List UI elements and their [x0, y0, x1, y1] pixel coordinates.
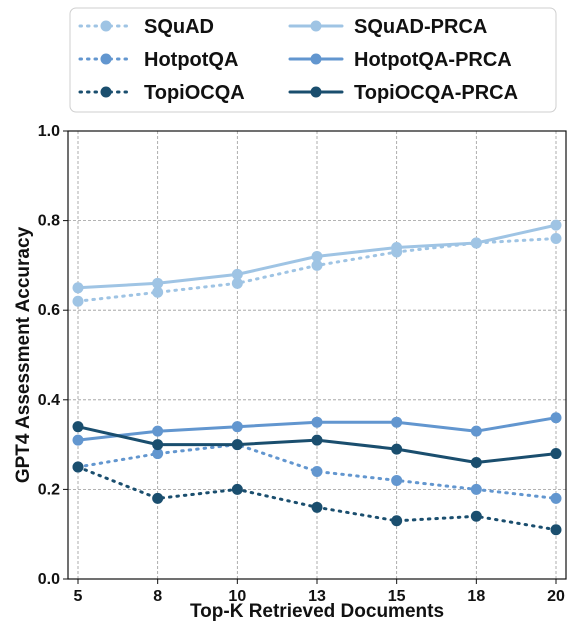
data-point — [550, 412, 562, 424]
data-point — [72, 434, 84, 446]
legend-marker — [100, 20, 112, 32]
x-tick-label: 20 — [547, 588, 565, 605]
data-point — [231, 439, 243, 451]
data-point — [72, 295, 84, 307]
x-tick-label: 13 — [308, 588, 326, 605]
legend-marker — [310, 53, 322, 65]
y-tick-label: 0.2 — [38, 481, 60, 498]
legend-label: HotpotQA-PRCA — [354, 49, 512, 71]
legend-item: HotpotQA — [78, 49, 238, 71]
data-point — [311, 259, 323, 271]
series-layer — [72, 219, 562, 536]
data-point — [231, 277, 243, 289]
legend-marker — [310, 20, 322, 32]
data-point — [152, 448, 164, 460]
data-point — [152, 492, 164, 504]
x-tick-label: 18 — [467, 588, 485, 605]
x-tick-label: 15 — [388, 588, 406, 605]
x-axis-label: Top-K Retrieved Documents — [190, 601, 444, 622]
x-tick-label: 5 — [74, 588, 83, 605]
legend-label: HotpotQA — [144, 49, 238, 71]
legend-item: HotpotQA-PRCA — [288, 49, 512, 71]
data-point — [311, 250, 323, 262]
series-topiocqa — [72, 461, 562, 536]
data-point — [550, 233, 562, 245]
data-point — [311, 416, 323, 428]
legend-item: SQuAD — [78, 16, 214, 38]
x-axis-ticks: 5 8 10 13 15 18 20 — [74, 579, 565, 605]
data-point — [72, 282, 84, 294]
data-point — [470, 510, 482, 522]
data-point — [72, 461, 84, 473]
data-point — [311, 434, 323, 446]
legend-marker — [100, 86, 112, 98]
data-point — [311, 465, 323, 477]
legend-item: TopiOCQA-PRCA — [288, 82, 518, 104]
data-point — [391, 515, 403, 527]
legend-item: SQuAD-PRCA — [288, 16, 487, 38]
legend-label: SQuAD-PRCA — [354, 16, 487, 38]
data-point — [470, 425, 482, 437]
data-point — [470, 457, 482, 469]
series-squad-prca — [72, 219, 562, 294]
data-point — [550, 524, 562, 536]
legend-label: TopiOCQA — [144, 82, 245, 104]
y-tick-label: 1.0 — [38, 123, 60, 140]
y-axis-ticks: 0.0 0.2 0.4 0.6 0.8 1.0 — [38, 123, 68, 588]
y-axis-label: GPT4 Assessment Accuracy — [13, 226, 34, 483]
data-point — [391, 416, 403, 428]
data-point — [152, 425, 164, 437]
x-tick-label: 10 — [228, 588, 246, 605]
series-topiocqa-prca — [72, 421, 562, 469]
legend-label: TopiOCQA-PRCA — [354, 82, 518, 104]
data-point — [152, 439, 164, 451]
data-point — [391, 443, 403, 455]
data-point — [550, 448, 562, 460]
data-point — [231, 268, 243, 280]
legend-marker — [100, 53, 112, 65]
y-tick-label: 0.6 — [38, 302, 60, 319]
series-squad — [72, 233, 562, 307]
data-point — [231, 421, 243, 433]
legend-item: TopiOCQA — [78, 82, 245, 104]
data-point — [152, 277, 164, 289]
data-point — [470, 237, 482, 249]
data-point — [231, 483, 243, 495]
data-point — [470, 483, 482, 495]
data-point — [550, 492, 562, 504]
legend-label: SQuAD — [144, 16, 214, 38]
data-point — [311, 501, 323, 513]
data-point — [550, 219, 562, 231]
data-point — [391, 474, 403, 486]
data-point — [152, 286, 164, 298]
x-tick-label: 8 — [153, 588, 162, 605]
series-hotpotqa-prca — [72, 412, 562, 446]
y-tick-label: 0.4 — [38, 392, 60, 409]
y-tick-label: 0.0 — [38, 571, 60, 588]
legend-marker — [310, 86, 322, 98]
y-tick-label: 0.8 — [38, 213, 60, 230]
data-point — [72, 421, 84, 433]
legend: SQuAD HotpotQA TopiOCQA SQuAD-PRCA HotpotQA-… — [69, 7, 557, 113]
data-point — [391, 241, 403, 253]
